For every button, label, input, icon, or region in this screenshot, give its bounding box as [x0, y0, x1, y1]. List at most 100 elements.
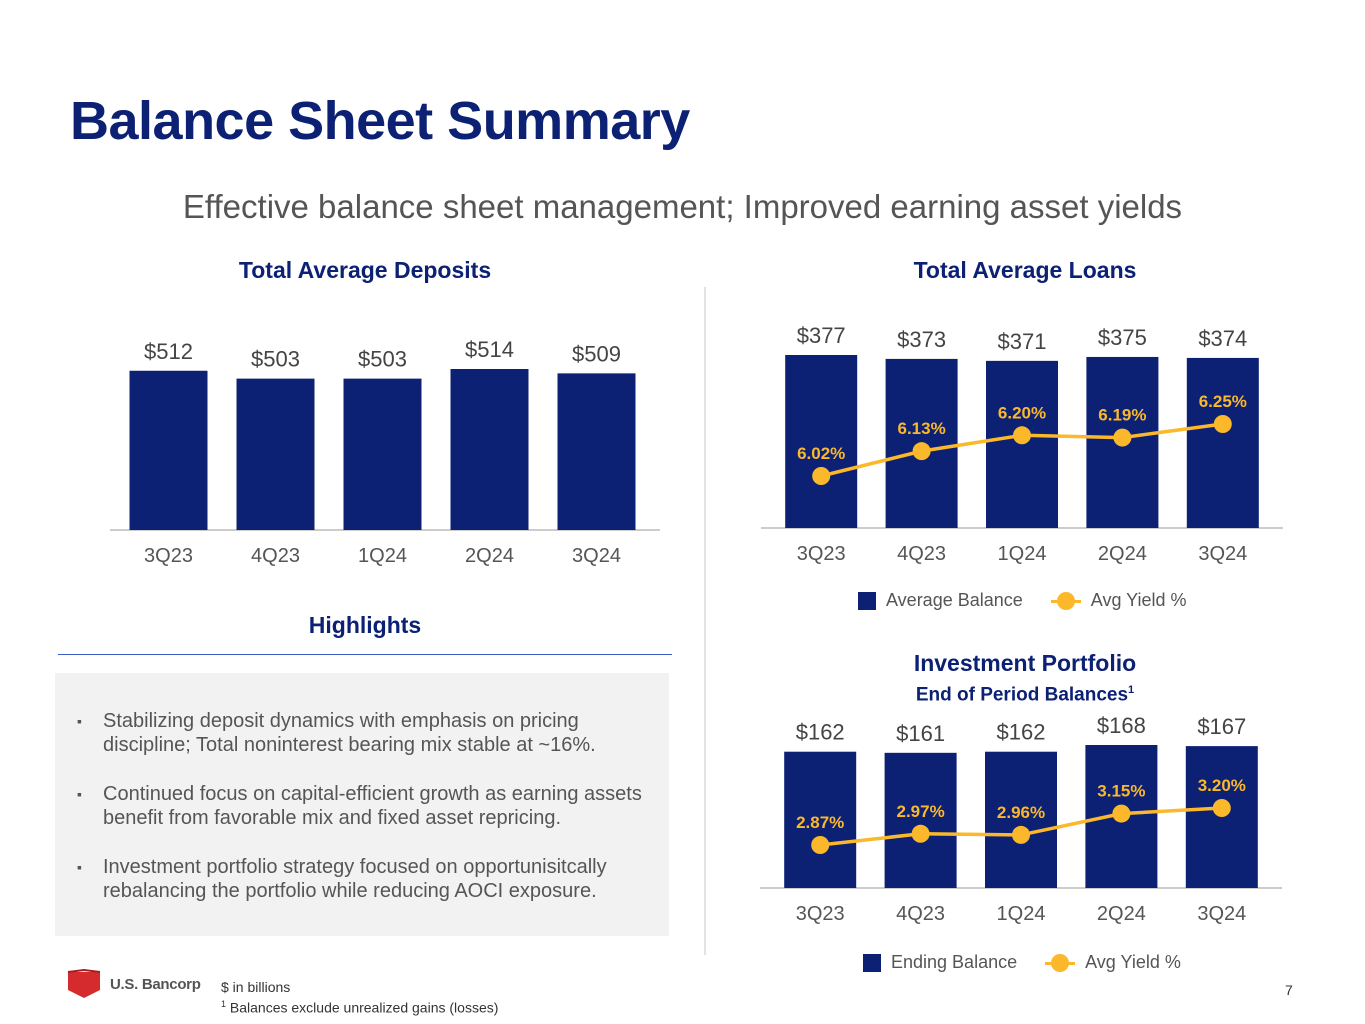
highlight-text: Stabilizing deposit dynamics with emphas… [103, 710, 596, 756]
bar-value-label: $512 [144, 339, 193, 364]
bar-value-label: $375 [1098, 325, 1147, 350]
legend-label: Ending Balance [891, 952, 1018, 972]
x-tick-label: 3Q23 [144, 545, 193, 567]
highlights-divider [58, 654, 672, 655]
highlights-title: Highlights [308, 612, 422, 638]
footnote-marker: 1 [1128, 684, 1135, 696]
loans-legend: Average Balance Avg Yield % [858, 590, 1215, 611]
x-tick-label: 4Q23 [896, 903, 945, 925]
loans-chart-title: Total Average Loans [913, 257, 1137, 283]
bar-value-label: $503 [358, 347, 407, 372]
deposits-chart: $512 3Q23 $503 4Q23 $503 1Q24 $514 2Q24 $509 3Q24 [110, 337, 660, 567]
investment-chart-title: Investment Portfolio [913, 650, 1137, 676]
legend-item-yield: Avg Yield % [1045, 952, 1181, 973]
yield-value-label: 6.13% [897, 419, 945, 438]
legend-item-yield: Avg Yield % [1050, 590, 1187, 611]
loans-chart: $377 3Q23 $373 4Q23 $371 1Q24 $375 2Q24 $374 3Q24… [761, 323, 1283, 565]
yield-point-4Q23 [912, 442, 931, 461]
legend-swatch-line [1050, 591, 1081, 610]
bar-1Q24 [985, 751, 1057, 888]
yield-point-3Q23 [811, 836, 830, 854]
investment-subtitle-text: End of Period Balances [915, 684, 1129, 706]
bar-value-label: $161 [896, 721, 945, 746]
yield-point-1Q24 [1012, 825, 1030, 844]
investment-chart-subtitle: End of Period Balances1 [770, 684, 1280, 706]
yield-point-1Q24 [1013, 426, 1031, 445]
bar-value-label: $162 [997, 720, 1046, 745]
bar-value-label: $167 [1197, 714, 1246, 739]
investment-chart: $162 3Q23 $161 4Q23 $162 1Q24 $168 2Q24 $167 3Q24… [760, 713, 1282, 925]
bar-1Q24 [343, 378, 422, 530]
logo-text: U.S. Bancorp [110, 975, 201, 993]
bar-value-label: $503 [251, 347, 300, 372]
bar-value-label: $509 [572, 341, 621, 366]
footnote-units: $ in billions [221, 979, 291, 995]
bullet-icon: ▪ [77, 786, 82, 802]
bar-value-label: $374 [1198, 326, 1247, 351]
bar-3Q24 [557, 373, 636, 530]
bar-value-label: $168 [1097, 713, 1146, 738]
vertical-divider [704, 287, 706, 955]
investment-legend: Ending Balance Avg Yield % [863, 952, 1209, 973]
legend-label: Avg Yield % [1085, 952, 1181, 972]
legend-swatch-bar [863, 953, 881, 972]
bar-value-label: $371 [998, 329, 1047, 354]
yield-value-label: 6.25% [1199, 392, 1247, 411]
highlight-item: ▪ Investment portfolio strategy focused o… [77, 855, 652, 903]
yield-value-label: 6.19% [1098, 406, 1146, 425]
legend-item-balance: Ending Balance [863, 952, 1017, 973]
x-tick-label: 3Q23 [797, 543, 846, 565]
yield-point-2Q24 [1112, 804, 1131, 823]
x-tick-label: 3Q23 [796, 903, 845, 925]
bar-4Q23 [236, 378, 315, 530]
x-tick-label: 4Q23 [251, 545, 300, 567]
highlight-text: Continued focus on capital-efficient gro… [103, 783, 642, 829]
bullet-icon: ▪ [77, 713, 82, 729]
yield-value-label: 6.02% [797, 444, 845, 463]
footnote-marker: 1 [221, 999, 227, 1009]
bar-value-label: $514 [465, 337, 514, 362]
bar-value-label: $377 [797, 323, 846, 348]
bar-3Q23 [785, 355, 858, 528]
bullet-icon: ▪ [77, 859, 82, 875]
bar-3Q24 [1185, 746, 1258, 888]
bar-4Q23 [884, 752, 957, 888]
yield-point-3Q24 [1213, 415, 1232, 433]
page-title: Balance Sheet Summary [70, 91, 690, 151]
x-tick-label: 3Q24 [1198, 543, 1247, 565]
page-number: 7 [1285, 982, 1293, 998]
yield-value-label: 2.97% [896, 802, 944, 821]
x-tick-label: 1Q24 [997, 903, 1046, 925]
deposits-chart-title: Total Average Deposits [238, 257, 492, 283]
legend-label: Average Balance [886, 590, 1023, 610]
x-tick-label: 3Q24 [572, 545, 621, 567]
yield-point-3Q24 [1212, 799, 1231, 817]
yield-value-label: 2.87% [796, 813, 844, 832]
legend-swatch-line [1045, 953, 1076, 972]
bar-2Q24 [450, 369, 529, 530]
highlight-item: ▪ Continued focus on capital-efficient gr… [77, 782, 652, 830]
legend-swatch-bar [858, 591, 876, 610]
x-tick-label: 4Q23 [897, 543, 946, 565]
x-tick-label: 1Q24 [998, 543, 1047, 565]
footnote-1-text: Balances exclude unrealized gains (losse… [229, 999, 499, 1016]
highlights-list: ▪ Stabilizing deposit dynamics with empha… [77, 709, 652, 928]
bar-3Q23 [129, 370, 208, 530]
highlight-item: ▪ Stabilizing deposit dynamics with empha… [77, 709, 652, 757]
highlight-text: Investment portfolio strategy focused on… [103, 856, 607, 902]
bar-value-label: $162 [796, 720, 845, 745]
shield-logo-icon [67, 968, 101, 998]
company-logo: U.S. Bancorp [66, 968, 201, 1000]
legend-item-balance: Average Balance [858, 590, 1023, 611]
x-tick-label: 1Q24 [358, 545, 407, 567]
footnote: $ in billions 1 Balances exclude unreali… [221, 979, 498, 1017]
legend-label: Avg Yield % [1090, 590, 1187, 610]
yield-point-4Q23 [911, 824, 930, 843]
bar-3Q24 [1186, 357, 1259, 528]
bar-3Q23 [784, 751, 857, 888]
yield-point-2Q24 [1113, 428, 1132, 447]
x-tick-label: 3Q24 [1197, 903, 1246, 925]
x-tick-label: 2Q24 [465, 545, 514, 567]
x-tick-label: 2Q24 [1097, 903, 1146, 925]
page-subtitle: Effective balance sheet management; Impr… [182, 188, 1183, 225]
